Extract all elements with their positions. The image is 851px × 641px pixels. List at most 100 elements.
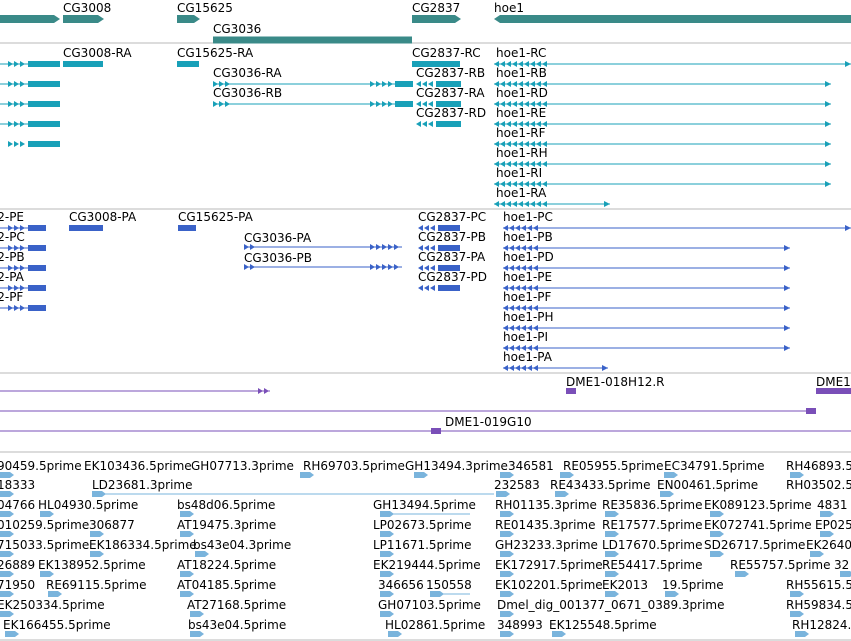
protein-feature[interactable] xyxy=(14,305,19,311)
protein-feature[interactable] xyxy=(503,225,508,231)
transcript-feature[interactable] xyxy=(8,101,13,107)
protein-feature[interactable] xyxy=(376,244,381,250)
protein-label[interactable]: CG2837-PD xyxy=(418,270,488,284)
protein-feature[interactable] xyxy=(503,265,508,271)
transcript-feature[interactable] xyxy=(512,101,517,107)
protein-feature[interactable] xyxy=(515,285,520,291)
transcript-feature[interactable] xyxy=(72,61,77,67)
est-label[interactable]: 19.5prime xyxy=(662,578,724,592)
transcript-feature[interactable] xyxy=(518,81,523,87)
protein-feature[interactable] xyxy=(20,305,25,311)
est-feature[interactable] xyxy=(710,551,724,557)
protein-feature[interactable] xyxy=(382,244,387,250)
protein-feature[interactable] xyxy=(388,264,393,270)
est-label[interactable]: 4831 xyxy=(817,498,848,512)
protein-label[interactable]: hoe1-PC xyxy=(503,210,553,224)
est-label[interactable]: RH01135.3prime xyxy=(495,498,597,512)
est-label[interactable]: AT18224.5prime xyxy=(177,558,277,572)
est-label[interactable]: AT27168.5prime xyxy=(187,598,287,612)
transcript-feature[interactable] xyxy=(542,121,547,127)
est-label[interactable]: EK138952.5prime xyxy=(38,558,146,572)
transcript-feature[interactable] xyxy=(370,81,375,87)
transcript-feature[interactable] xyxy=(536,181,541,187)
protein-feature[interactable] xyxy=(424,245,429,251)
transcript-feature[interactable] xyxy=(213,81,218,87)
transcript-feature[interactable] xyxy=(436,101,461,107)
est-label[interactable]: HL02861.5prime xyxy=(385,618,486,632)
protein-feature[interactable] xyxy=(20,265,25,271)
transcript-feature[interactable] xyxy=(219,81,224,87)
protein-feature[interactable] xyxy=(533,225,538,231)
transcript-feature[interactable] xyxy=(14,81,19,87)
transcript-feature[interactable] xyxy=(530,121,535,127)
est-feature[interactable] xyxy=(605,511,619,517)
protein-feature[interactable] xyxy=(533,365,538,371)
est-feature[interactable] xyxy=(40,511,54,517)
est-label[interactable]: bs43e04.3prime xyxy=(193,538,292,552)
est-feature[interactable] xyxy=(664,472,678,478)
clone-label[interactable]: DME1-018H12.R xyxy=(566,375,665,389)
protein-label[interactable]: CG15625-PA xyxy=(178,210,253,224)
transcript-feature[interactable] xyxy=(524,181,529,187)
transcript-feature[interactable] xyxy=(376,81,381,87)
est-feature[interactable] xyxy=(810,551,824,557)
transcript-feature[interactable] xyxy=(524,101,529,107)
transcript-label[interactable]: CG2837-RD xyxy=(416,106,487,120)
transcript-feature[interactable] xyxy=(825,121,831,127)
est-feature[interactable] xyxy=(388,631,402,637)
transcript-feature[interactable] xyxy=(530,201,535,207)
gene-feature[interactable] xyxy=(177,15,200,23)
transcript-feature[interactable] xyxy=(542,141,547,147)
est-label[interactable]: 306877 xyxy=(89,518,135,532)
gene-label[interactable]: CG3008 xyxy=(63,1,112,15)
protein-feature[interactable] xyxy=(424,285,429,291)
est-label[interactable]: HL04930.5prime xyxy=(38,498,139,512)
protein-feature[interactable] xyxy=(521,245,526,251)
protein-feature[interactable] xyxy=(509,285,514,291)
transcript-feature[interactable] xyxy=(518,101,523,107)
transcript-feature[interactable] xyxy=(536,121,541,127)
est-label[interactable]: 26889 xyxy=(0,558,36,572)
protein-feature[interactable] xyxy=(527,265,532,271)
protein-feature[interactable] xyxy=(515,325,520,331)
transcript-feature[interactable] xyxy=(28,61,60,67)
protein-label[interactable]: f2-PC xyxy=(0,230,25,244)
transcript-feature[interactable] xyxy=(542,161,547,167)
transcript-feature[interactable] xyxy=(14,101,19,107)
protein-label[interactable]: hoe1-PE xyxy=(503,270,553,284)
protein-feature[interactable] xyxy=(28,285,46,291)
protein-feature[interactable] xyxy=(178,225,196,231)
transcript-feature[interactable] xyxy=(494,141,499,147)
protein-feature[interactable] xyxy=(784,345,790,351)
clone-label[interactable]: DME1 xyxy=(816,375,851,389)
transcript-label[interactable]: hoe1-RD xyxy=(496,86,548,100)
protein-label[interactable]: hoe1-PB xyxy=(503,230,553,244)
transcript-feature[interactable] xyxy=(512,181,517,187)
est-feature[interactable] xyxy=(605,571,619,577)
transcript-feature[interactable] xyxy=(506,81,511,87)
est-feature[interactable] xyxy=(190,631,204,637)
protein-feature[interactable] xyxy=(509,305,514,311)
protein-feature[interactable] xyxy=(602,365,608,371)
protein-feature[interactable] xyxy=(14,245,19,251)
protein-feature[interactable] xyxy=(244,244,249,250)
transcript-feature[interactable] xyxy=(530,61,535,67)
transcript-feature[interactable] xyxy=(370,101,375,107)
protein-feature[interactable] xyxy=(527,245,532,251)
transcript-feature[interactable] xyxy=(825,161,831,167)
est-label[interactable]: LD17670.5prime xyxy=(602,538,703,552)
protein-feature[interactable] xyxy=(250,264,255,270)
transcript-feature[interactable] xyxy=(530,181,535,187)
est-label[interactable]: GH07713.3prime xyxy=(191,459,294,473)
protein-label[interactable]: f2-PB xyxy=(0,250,25,264)
transcript-feature[interactable] xyxy=(500,101,505,107)
transcript-label[interactable]: hoe1-RC xyxy=(496,46,547,60)
protein-feature[interactable] xyxy=(784,325,790,331)
est-feature[interactable] xyxy=(795,631,809,637)
transcript-feature[interactable] xyxy=(422,101,427,107)
protein-feature[interactable] xyxy=(521,325,526,331)
est-label[interactable]: 04766 xyxy=(0,498,36,512)
est-label[interactable]: 348993 xyxy=(497,618,543,632)
transcript-feature[interactable] xyxy=(825,101,831,107)
est-label[interactable]: 150558 xyxy=(426,578,472,592)
